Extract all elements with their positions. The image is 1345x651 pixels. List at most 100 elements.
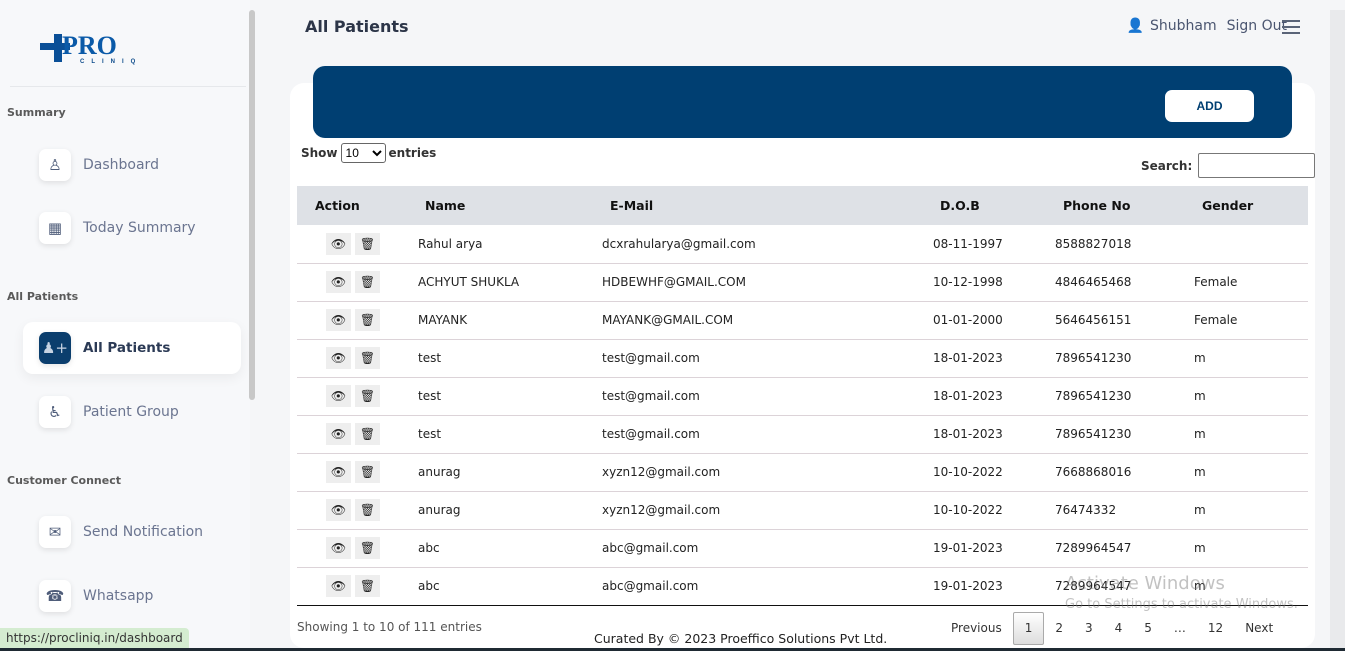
column-header[interactable]: E-Mail [590, 186, 925, 225]
delete-trash-icon[interactable]: 🗑 [355, 537, 380, 559]
column-header[interactable]: Name [410, 186, 590, 225]
email-cell: MAYANK@GMAIL.COM [590, 301, 925, 340]
page-scrollbar[interactable] [1330, 10, 1345, 651]
column-header[interactable]: Phone No [1045, 186, 1180, 225]
search-input[interactable] [1198, 153, 1316, 178]
sidebar-scrollbar[interactable] [249, 10, 255, 400]
page-size-select[interactable]: 10 [340, 143, 386, 163]
page-button[interactable]: 5 [1144, 621, 1152, 635]
email-cell: xyzn12@gmail.com [590, 453, 925, 492]
view-eye-icon[interactable]: 👁 [326, 499, 351, 521]
page-button[interactable]: 3 [1085, 621, 1093, 635]
add-patient-button[interactable]: ADD [1165, 90, 1254, 122]
email-cell: test@gmail.com [590, 415, 925, 454]
delete-trash-icon[interactable]: 🗑 [355, 461, 380, 483]
sidebar-item-all-patients[interactable]: ♟+ All Patients [23, 322, 241, 374]
page-button[interactable]: 4 [1114, 621, 1123, 635]
table-row: 👁 🗑 anurag xyzn12@gmail.com 10-10-2022 766886… [297, 453, 1308, 492]
gender-cell: m [1180, 567, 1308, 606]
email-cell: abc@gmail.com [590, 529, 925, 568]
proclinic-logo[interactable]: PRO CLINIQ [40, 30, 170, 66]
name-cell: Rahul arya [410, 225, 590, 264]
view-eye-icon[interactable]: 👁 [326, 575, 351, 597]
wheelchair-icon: ♿ [39, 396, 71, 428]
table-row: 👁 🗑 abc abc@gmail.com 19-01-2023 7289964547 m [297, 529, 1308, 568]
section-all-patients: All Patients [7, 290, 79, 303]
name-cell: MAYANK [410, 301, 590, 340]
hamburger-menu-icon[interactable] [1282, 20, 1300, 34]
delete-trash-icon[interactable]: 🗑 [355, 423, 380, 445]
user-icon: 👤 [1126, 18, 1145, 34]
sidebar-item-today-summary[interactable]: ▦ Today Summary [23, 202, 241, 254]
svg-text:CLINIQ: CLINIQ [80, 59, 142, 65]
action-cell: 👁 🗑 [297, 377, 410, 416]
delete-trash-icon[interactable]: 🗑 [355, 347, 380, 369]
search-label: Search: [1141, 158, 1193, 173]
sidebar-item-patient-group[interactable]: ♿ Patient Group [23, 386, 241, 438]
view-eye-icon[interactable]: 👁 [326, 309, 351, 331]
delete-trash-icon[interactable]: 🗑 [355, 499, 380, 521]
sidebar-item-whatsapp[interactable]: ☎ Whatsapp [23, 570, 241, 622]
page-button[interactable]: … [1173, 621, 1186, 635]
gender-cell: m [1180, 339, 1308, 378]
sign-out-link[interactable]: Sign Out [1226, 18, 1287, 34]
name-cell: test [410, 377, 590, 416]
patients-table: Action Name E-Mail D.O.B Phone No Gender 👁 🗑 Ra… [297, 186, 1308, 606]
page-button[interactable]: 12 [1207, 621, 1224, 635]
dob-cell: 18-01-2023 [925, 415, 1045, 454]
dob-cell: 10-10-2022 [925, 453, 1045, 492]
gender-cell: Female [1180, 263, 1308, 302]
dob-cell: 18-01-2023 [925, 339, 1045, 378]
delete-trash-icon[interactable]: 🗑 [355, 232, 380, 255]
sidebar: PRO CLINIQ Summary ♙ Dashboard ▦ Today Sum… [0, 0, 250, 651]
table-row: 👁 🗑 MAYANK MAYANK@GMAIL.COM 01-01-2000 564645… [297, 301, 1308, 340]
delete-trash-icon[interactable]: 🗑 [355, 385, 380, 407]
sidebar-item-label: Whatsapp [83, 588, 154, 604]
svg-text:PRO: PRO [62, 31, 117, 60]
previous-page-button[interactable]: Previous [951, 621, 1002, 635]
view-eye-icon[interactable]: 👁 [326, 347, 351, 369]
action-cell: 👁 🗑 [297, 301, 410, 340]
sidebar-item-label: Send Notification [83, 524, 204, 540]
view-eye-icon[interactable]: 👁 [326, 423, 351, 445]
action-cell: 👁 🗑 [297, 263, 410, 302]
name-cell: test [410, 415, 590, 454]
view-eye-icon[interactable]: 👁 [326, 461, 351, 483]
sidebar-item-dashboard[interactable]: ♙ Dashboard [23, 139, 241, 191]
delete-trash-icon[interactable]: 🗑 [355, 271, 380, 293]
column-header[interactable]: Action [297, 186, 410, 225]
view-eye-icon[interactable]: 👁 [326, 232, 351, 255]
dob-cell: 10-10-2022 [925, 491, 1045, 530]
column-header[interactable]: D.O.B [925, 186, 1045, 225]
gender-cell: m [1180, 491, 1308, 530]
table-info: Showing 1 to 10 of 111 entries [297, 620, 482, 634]
search-control: Search: [1141, 153, 1316, 178]
hospital-user-icon: ▦ [39, 212, 71, 244]
taskbar-edge [0, 648, 1345, 651]
view-eye-icon[interactable]: 👁 [326, 537, 351, 559]
email-cell: xyzn12@gmail.com [590, 491, 925, 530]
dob-cell: 08-11-1997 [925, 225, 1045, 264]
delete-trash-icon[interactable]: 🗑 [355, 575, 380, 597]
name-cell: anurag [410, 491, 590, 530]
page-button[interactable]: 1 [1012, 612, 1045, 645]
next-page-button[interactable]: Next [1245, 621, 1274, 635]
delete-trash-icon[interactable]: 🗑 [355, 309, 380, 331]
sidebar-item-label: All Patients [83, 340, 171, 356]
page-size-control: Show 10 entries [301, 143, 436, 163]
view-eye-icon[interactable]: 👁 [326, 271, 351, 293]
windows-watermark-sub: Go to Settings to activate Windows. [1065, 597, 1298, 612]
user-menu: 👤 Shubham Sign Out [1127, 18, 1287, 34]
page-button[interactable]: 2 [1055, 621, 1063, 635]
table-row: 👁 🗑 anurag xyzn12@gmail.com 10-10-2022 764743… [297, 491, 1308, 530]
column-header[interactable]: Gender [1180, 186, 1308, 225]
name-cell: abc [410, 529, 590, 568]
view-eye-icon[interactable]: 👁 [326, 385, 351, 407]
table-row: 👁 🗑 test test@gmail.com 18-01-2023 7896541230… [297, 339, 1308, 378]
gender-cell: m [1180, 453, 1308, 492]
action-cell: 👁 🗑 [297, 415, 410, 454]
user-name[interactable]: Shubham [1150, 18, 1217, 34]
sidebar-item-send-notification[interactable]: ✉ Send Notification [23, 506, 241, 558]
email-cell: test@gmail.com [590, 377, 925, 416]
phone-cell: 7289964547 [1045, 567, 1180, 606]
